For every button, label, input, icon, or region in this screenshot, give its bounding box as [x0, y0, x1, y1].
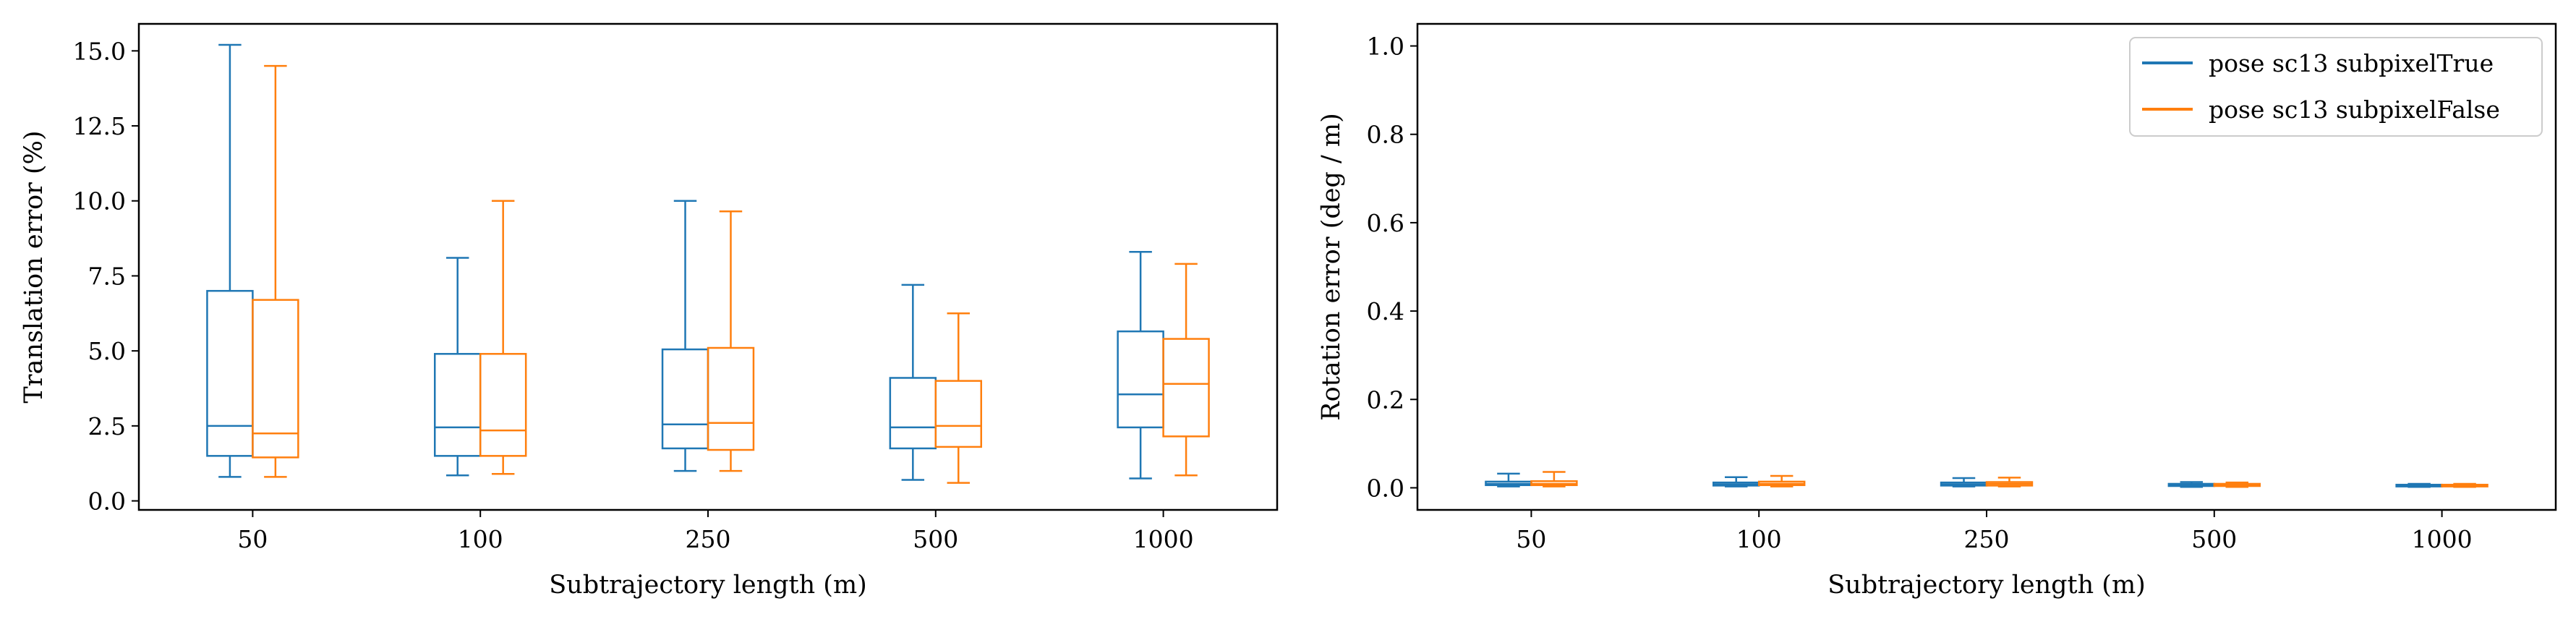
- rotation-error-plot: 0.0 0.2 0.4 0.6 0.8 1.0 50 100 250 500 1000 Subtr…: [1317, 22, 2557, 600]
- rotation-x-axis: 50 100 250 500 1000: [1516, 510, 2473, 553]
- rotation-xtick-label: 250: [1964, 525, 2010, 553]
- translation-box-100-series-0: [433, 257, 482, 477]
- legend-box: [2129, 37, 2543, 137]
- translation-error-plot: 0.0 2.5 5.0 7.5 10.0 12.5 15.0 50 100 250 500 1000…: [20, 22, 1279, 600]
- rotation-x-axis-label: Subtrajectory length (m): [1827, 571, 2146, 600]
- rotation-box-250-series-1: [1985, 477, 2034, 487]
- translation-box-1000-series-0: [1117, 251, 1164, 480]
- translation-y-axis: 0.0 2.5 5.0 7.5 10.0 12.5 15.0: [73, 37, 139, 516]
- rotation-boxplots: [1485, 471, 2488, 488]
- legend: pose sc13 subpixelTrue pose sc13 subpixe…: [2129, 37, 2543, 137]
- translation-box-500-series-0: [889, 284, 937, 481]
- translation-box-50-series-0: [206, 43, 254, 478]
- translation-box-500-series-1: [934, 312, 983, 484]
- box-iqr: [1117, 330, 1164, 429]
- box-iqr: [661, 348, 709, 450]
- box-iqr: [479, 353, 527, 457]
- rotation-y-axis: 0.0 0.2 0.4 0.6 0.8 1.0: [1367, 33, 1417, 502]
- translation-box-1000-series-1: [1162, 263, 1210, 477]
- box-iqr: [206, 289, 254, 457]
- translation-box-100-series-1: [479, 200, 527, 475]
- rotation-box-500-series-1: [2213, 481, 2261, 488]
- rotation-ytick-label: 0.0: [1367, 474, 1404, 502]
- translation-ytick-label: 0.0: [88, 487, 126, 516]
- box-iqr: [934, 380, 983, 448]
- box-iqr: [252, 299, 299, 459]
- rotation-ytick-label: 0.4: [1367, 297, 1404, 325]
- translation-x-axis-label: Subtrajectory length (m): [549, 571, 867, 600]
- translation-xtick-label: 1000: [1133, 525, 1194, 553]
- translation-box-50-series-1: [252, 64, 299, 478]
- box-iqr: [889, 377, 937, 450]
- rotation-box-250-series-0: [1940, 477, 1988, 487]
- rotation-xtick-label: 500: [2191, 525, 2237, 553]
- rotation-box-100-series-1: [1757, 474, 1806, 487]
- translation-ytick-label: 12.5: [73, 112, 126, 140]
- box-iqr: [433, 353, 482, 457]
- rotation-box-50-series-0: [1485, 472, 1532, 487]
- translation-y-axis-label: Translation error (%): [20, 130, 48, 403]
- translation-x-axis: 50 100 250 500 1000: [237, 510, 1194, 553]
- rotation-xtick-label: 100: [1736, 525, 1782, 553]
- translation-box-250-series-1: [707, 210, 755, 472]
- translation-ytick-label: 2.5: [88, 412, 126, 440]
- rotation-ytick-label: 0.6: [1367, 209, 1404, 237]
- translation-ytick-label: 5.0: [88, 337, 126, 365]
- translation-xtick-label: 50: [237, 525, 268, 553]
- legend-label-1: pose sc13 subpixelFalse: [2209, 95, 2500, 124]
- rotation-xtick-label: 1000: [2412, 525, 2473, 553]
- rotation-xtick-label: 50: [1516, 525, 1546, 553]
- rotation-box-1000-series-0: [2395, 482, 2443, 488]
- translation-boxplots: [206, 43, 1210, 484]
- translation-xtick-label: 250: [686, 525, 731, 553]
- translation-xtick-label: 500: [913, 525, 958, 553]
- legend-label-0: pose sc13 subpixelTrue: [2209, 49, 2494, 77]
- rotation-box-500-series-0: [2167, 481, 2216, 488]
- translation-xtick-label: 100: [458, 525, 503, 553]
- box-iqr: [707, 346, 755, 451]
- translation-ytick-label: 10.0: [73, 187, 126, 216]
- translation-ytick-label: 15.0: [73, 37, 126, 65]
- rotation-box-50-series-1: [1530, 471, 1578, 487]
- translation-ytick-label: 7.5: [88, 262, 126, 290]
- rotation-y-axis-label: Rotation error (deg / m): [1317, 113, 1346, 421]
- box-iqr: [1162, 338, 1210, 438]
- rotation-box-100-series-0: [1712, 476, 1760, 487]
- rotation-ytick-label: 0.8: [1367, 121, 1404, 149]
- rotation-box-1000-series-1: [2441, 482, 2488, 488]
- rotation-ytick-label: 0.2: [1367, 385, 1404, 414]
- translation-box-250-series-0: [661, 200, 709, 472]
- rotation-ytick-label: 1.0: [1367, 33, 1404, 61]
